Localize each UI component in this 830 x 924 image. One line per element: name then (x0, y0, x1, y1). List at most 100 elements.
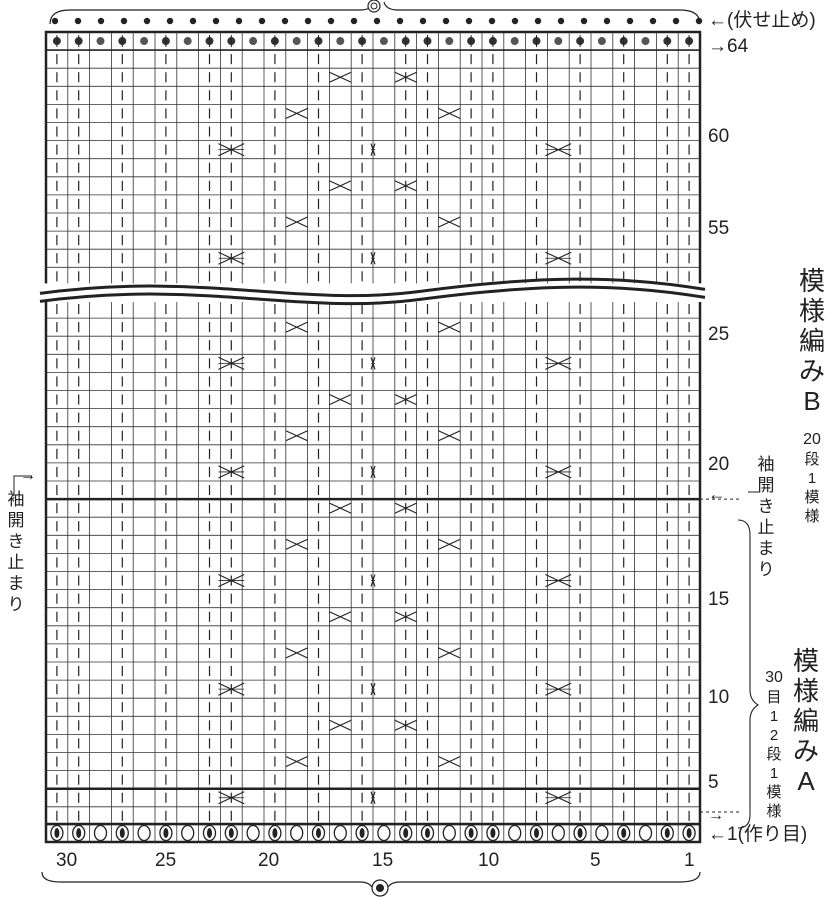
column-number: 10 (478, 850, 499, 871)
sleeve-label-char: ま (758, 539, 775, 558)
cast-on-stitch-fill (207, 828, 212, 838)
bind-off-label: ←(伏せ止め) (708, 9, 816, 31)
bind-off-dot (166, 17, 174, 25)
sleeve-label-char: 開 (758, 476, 775, 495)
brace-center-mark (370, 2, 378, 10)
row-number: 20 (708, 454, 729, 475)
cast-on-stitch-symbol (638, 824, 653, 842)
decrease-symbol (394, 180, 417, 192)
bind-off-dot (74, 17, 82, 25)
break-wave-line (39, 285, 706, 306)
cast-on-stitch-symbol (50, 824, 64, 842)
cast-on-stitch-fill (577, 828, 583, 838)
sleeve-label-char: 止 (758, 518, 775, 537)
break-wave-line (39, 277, 706, 298)
bind-off-dot (373, 17, 381, 25)
decrease-symbol (394, 719, 417, 731)
bind-off-dot (603, 17, 611, 25)
row-number: 15 (708, 589, 729, 610)
pattern-a-repeat-char: 様 (766, 803, 781, 820)
bind-off-purl-dot (554, 37, 563, 46)
pattern-a-repeat-char: 1 (770, 765, 778, 782)
sleeve-arrow-right: ← (708, 484, 726, 504)
decrease-symbol (438, 538, 461, 550)
pattern-b-title-char: B (803, 386, 820, 416)
cast-on-stitch-symbol (551, 824, 565, 842)
cast-on-stitch-symbol (355, 824, 369, 842)
cast-on-stitch-symbol (224, 824, 238, 842)
row-number: 25 (708, 324, 729, 345)
bind-off-purl-dot (379, 37, 388, 46)
sleeve-label-char: 袖 (8, 490, 25, 509)
decrease-symbol (329, 502, 352, 514)
decrease-symbol (394, 71, 417, 83)
marker-arrows: →←→ (13, 467, 760, 824)
bind-off-dot (672, 17, 680, 25)
cast-on-stitch-fill (316, 828, 321, 838)
bind-off-dot (649, 17, 657, 25)
width-brace-line (41, 871, 701, 893)
sleeve-label-char: 止 (8, 553, 25, 572)
cast-on-stitch-fill (228, 828, 234, 838)
bind-off-dot (51, 17, 59, 25)
row-numbers-lower: 25 20 15 10 5 (708, 324, 729, 793)
sleeve-label-char: ま (8, 574, 25, 593)
cast-on-stitch-symbol (529, 824, 544, 842)
cast-on-stitch-symbol (181, 824, 195, 842)
cast-on-stitch-fill (534, 828, 539, 838)
column-number: 25 (155, 850, 176, 871)
row-number: 10 (708, 687, 729, 708)
bind-off-dot (281, 17, 289, 25)
bind-off-purl-dot (183, 37, 192, 46)
pattern-b-repeat-char: 1 (808, 470, 816, 487)
decrease-symbol (285, 321, 308, 333)
pattern-b-title-char: 様 (799, 296, 825, 326)
row-number: 5 (708, 772, 719, 793)
pattern-b-repeat-char: 模 (804, 489, 819, 506)
chart-grid (44, 30, 702, 844)
row-number-55: 55 (708, 218, 729, 239)
bind-off-dot (534, 17, 542, 25)
cast-on-stitch-symbol (442, 824, 456, 842)
column-number: 15 (372, 850, 393, 871)
pattern-b-repeat-char: 様 (804, 508, 819, 525)
bind-off-purl-dot (96, 37, 105, 46)
stitch-symbols (52, 35, 694, 821)
decrease-symbol (285, 647, 308, 659)
decrease-symbol (438, 430, 461, 442)
pattern-b-title-char: 編 (799, 326, 825, 356)
pattern-a-repeat-char: 1 (770, 708, 778, 725)
cast-on-stitch-fill (468, 828, 474, 838)
pattern-b-repeat-char: 段 (804, 451, 819, 468)
bind-off-dot (189, 17, 197, 25)
decrease-symbol (438, 756, 461, 768)
cast-on-stitch-symbol (420, 824, 435, 842)
sleeve-label-char: り (8, 595, 25, 614)
bind-off-dot (212, 17, 220, 25)
cast-on-stitch-fill (119, 828, 125, 838)
pattern-a-title-char: み (793, 736, 819, 766)
cast-on-stitch-symbol (72, 824, 86, 842)
column-numbers: 30 25 20 15 10 5 1 (56, 850, 695, 871)
bind-off-dot (488, 17, 496, 25)
cast-on-row (50, 824, 696, 842)
cast-on-stitch-symbol (660, 824, 674, 842)
decrease-symbol (329, 71, 352, 83)
cast-on-stitch-symbol (333, 824, 347, 842)
decrease-symbol (285, 756, 308, 768)
bind-off-dot (442, 17, 450, 25)
bind-off-dot (235, 17, 243, 25)
pattern-a-title-char: 模 (793, 646, 819, 676)
pattern-b-repeat: 20 (803, 431, 821, 448)
cast-on-stitch-fill (686, 828, 692, 838)
bind-off-dot (396, 17, 404, 25)
cast-on-stitch-symbol (399, 824, 413, 842)
sleeve-label-char: り (758, 560, 775, 579)
pattern-a-title-char: 編 (793, 706, 819, 736)
cast-on-stitch-symbol (508, 824, 522, 842)
decrease-symbol (438, 216, 461, 228)
decrease-symbol (438, 321, 461, 333)
column-number: 20 (258, 850, 279, 871)
bind-off-dot (580, 17, 588, 25)
